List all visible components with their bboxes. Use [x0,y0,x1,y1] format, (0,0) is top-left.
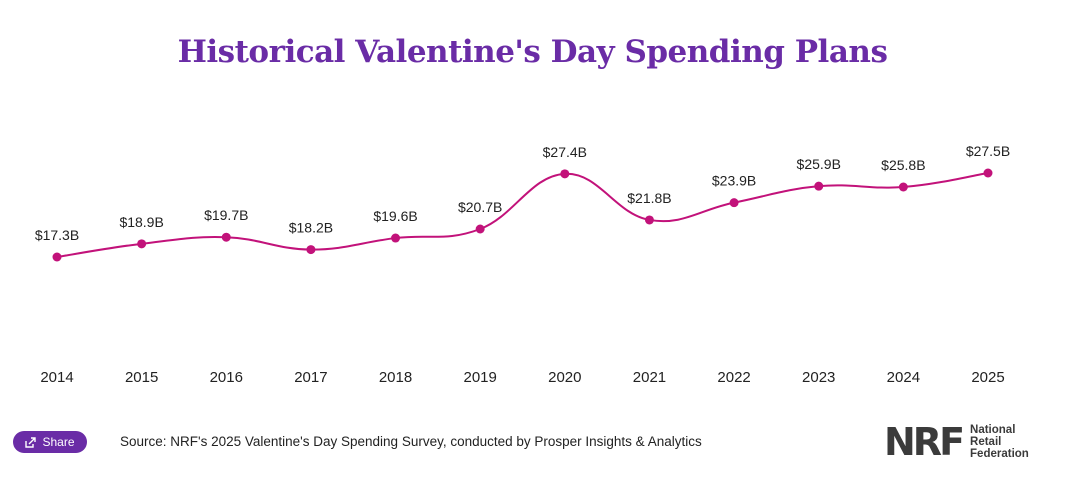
data-label: $25.9B [797,156,841,172]
data-label: $27.4B [543,144,587,160]
x-tick-label: 2014 [40,369,73,386]
data-point[interactable] [306,245,316,255]
nrf-logo: NRF National Retail Federation [884,423,1029,461]
x-tick-label: 2023 [802,369,835,386]
share-button[interactable]: Share [13,431,87,453]
source-note: Source: NRF's 2025 Valentine's Day Spend… [120,434,702,449]
chart-title: Historical Valentine's Day Spending Plan… [177,34,888,70]
data-label: $23.9B [712,173,756,189]
x-tick-label: 2021 [633,369,666,386]
x-tick-label: 2016 [210,369,243,386]
x-tick-label: 2020 [548,369,581,386]
x-tick-label: 2017 [294,369,327,386]
data-point[interactable] [52,252,62,262]
x-tick-label: 2019 [463,369,496,386]
line-chart: $17.3B 2014 $18.9B 2015 $19.7B 2016 $18.2B 2017… [35,143,1010,386]
data-label: $17.3B [35,227,79,243]
data-label: $19.6B [373,208,417,224]
data-label: $27.5B [966,143,1010,159]
data-label: $18.9B [119,214,163,230]
logo-text: National Retail Federation [970,424,1029,460]
data-point[interactable] [391,233,401,243]
data-point[interactable] [475,224,485,234]
data-label: $19.7B [204,207,248,223]
logo-line: Federation [970,448,1029,460]
logo-mark: NRF [884,420,965,464]
logo-line: Retail [970,436,1002,448]
data-point[interactable] [221,232,231,242]
data-point[interactable] [898,182,908,192]
data-label: $25.8B [881,157,925,173]
logo-line: National [970,424,1016,436]
data-point[interactable] [137,239,147,249]
data-point[interactable] [814,181,824,191]
x-tick-label: 2025 [971,369,1004,386]
data-point[interactable] [560,169,570,179]
data-label: $20.7B [458,199,502,215]
series-line [56,172,989,258]
data-label: $21.8B [627,190,671,206]
share-label: Share [42,435,75,449]
x-tick-label: 2024 [887,369,920,386]
x-tick-label: 2022 [717,369,750,386]
data-point[interactable] [729,198,739,208]
data-label: $18.2B [289,220,333,236]
data-point[interactable] [983,168,993,178]
data-point[interactable] [644,215,654,225]
x-tick-label: 2015 [125,369,158,386]
share-icon [25,436,37,448]
x-tick-label: 2018 [379,369,412,386]
